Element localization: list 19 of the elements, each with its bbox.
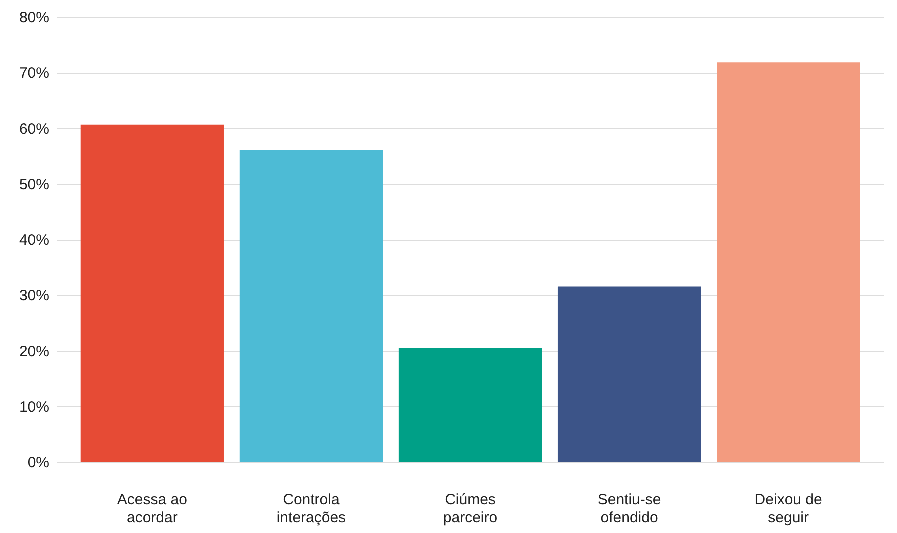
x-tick-label: Ciúmes parceiro	[443, 492, 498, 526]
x-tick-label: Controla interações	[276, 492, 346, 526]
x-tick-label: Deixou de seguir	[754, 492, 822, 526]
y-tick-label: 40%	[19, 232, 50, 249]
y-tick-label: 0%	[28, 454, 50, 472]
y-tick-label: 80%	[19, 10, 50, 26]
x-tick-label: Sentiu-se ofendido	[598, 492, 662, 526]
y-tick-label: 10%	[19, 398, 50, 416]
y-tick-label: 20%	[19, 343, 50, 360]
x-tick-label: Acessa ao acordar	[117, 492, 188, 526]
bar	[80, 124, 224, 462]
y-tick-label: 30%	[19, 288, 50, 305]
y-tick-label: 70%	[19, 65, 50, 82]
bar	[240, 150, 384, 462]
bar	[717, 62, 860, 462]
y-tick-label: 60%	[19, 120, 50, 138]
bar	[558, 286, 702, 462]
y-tick-label: 50%	[19, 176, 50, 194]
bar	[398, 348, 542, 462]
